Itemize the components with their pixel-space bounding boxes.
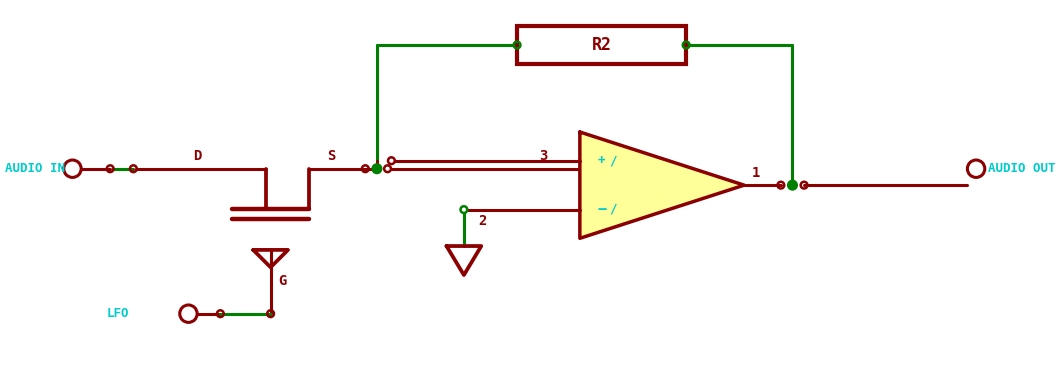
Text: 1: 1 xyxy=(752,166,760,180)
Text: G: G xyxy=(279,274,286,288)
Text: +: + xyxy=(597,155,605,168)
FancyBboxPatch shape xyxy=(517,26,686,64)
Text: AUDIO OUT: AUDIO OUT xyxy=(988,162,1055,175)
Text: /: / xyxy=(608,203,616,216)
Text: 2: 2 xyxy=(478,214,487,228)
Text: LFO: LFO xyxy=(106,307,129,320)
Circle shape xyxy=(372,164,382,174)
Text: /: / xyxy=(608,155,616,168)
Text: R2: R2 xyxy=(591,36,612,54)
Text: S: S xyxy=(326,149,335,163)
Text: 3: 3 xyxy=(540,149,548,163)
Circle shape xyxy=(788,180,797,190)
Text: −: − xyxy=(597,202,606,217)
Text: D: D xyxy=(193,149,201,163)
Text: AUDIO IN: AUDIO IN xyxy=(5,162,65,175)
Polygon shape xyxy=(580,132,744,238)
